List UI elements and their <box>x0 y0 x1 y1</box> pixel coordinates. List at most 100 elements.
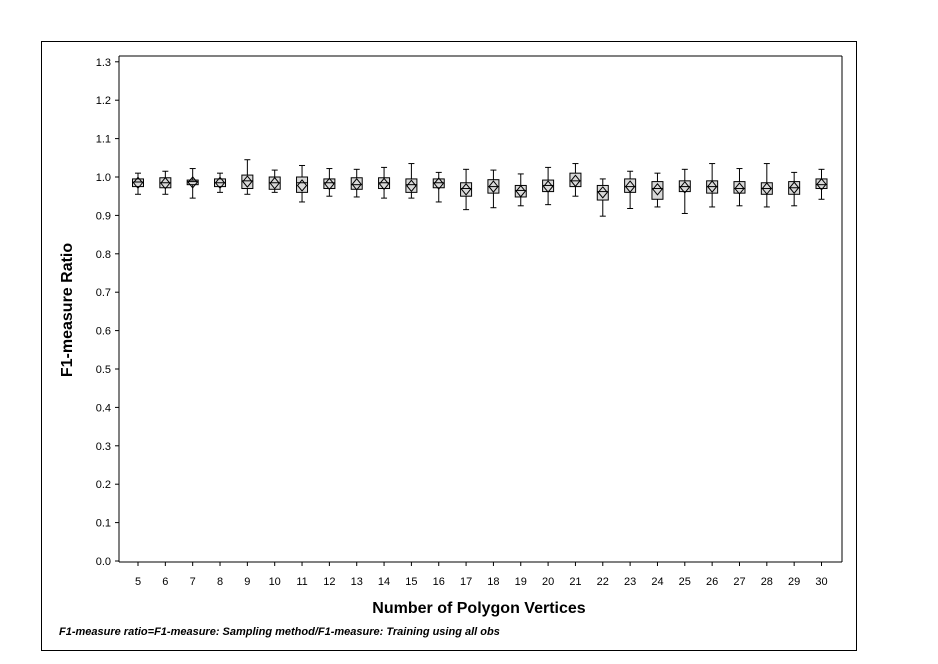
x-tick-label: 25 <box>679 576 691 588</box>
mean-diamond <box>324 177 335 191</box>
y-tick-label: 0.2 <box>96 479 111 491</box>
box-16 <box>432 171 445 203</box>
iqr-box <box>132 178 144 188</box>
mean-diamond <box>214 176 226 190</box>
mean-diamond <box>242 175 253 188</box>
x-tick-label: 21 <box>569 576 581 588</box>
y-tick-label: 0.3 <box>96 441 111 453</box>
y-axis-title: F1-measure Ratio <box>59 243 76 377</box>
y-tick-label: 1.0 <box>96 172 111 184</box>
iqr-box <box>405 178 418 193</box>
x-tick-label: 24 <box>651 576 663 588</box>
iqr-box <box>596 184 609 201</box>
box-26 <box>706 163 719 208</box>
x-tick-label: 10 <box>269 576 281 588</box>
x-tick-label: 15 <box>405 576 417 588</box>
x-axis-title: Number of Polygon Vertices <box>372 600 585 617</box>
box-24 <box>651 172 664 208</box>
x-tick-label: 19 <box>515 576 527 588</box>
y-tick-label: 0.7 <box>96 287 111 299</box>
mean-diamond <box>761 182 772 195</box>
y-ticks: 0.0 0.1 0.2 0.3 0.4 0.5 0.6 0.7 0.8 0.9 1.0 1.1 1.2 1… <box>96 57 119 568</box>
box-22 <box>596 178 609 217</box>
iqr-box <box>733 181 746 194</box>
mean-diamond <box>351 178 362 191</box>
y-tick-label: 0.0 <box>96 556 111 568</box>
x-tick-label: 14 <box>378 576 390 588</box>
x-tick-label: 7 <box>190 576 196 588</box>
iqr-box <box>186 179 199 186</box>
iqr-box <box>241 174 254 190</box>
box-15 <box>405 163 418 199</box>
box-29 <box>788 171 801 207</box>
box-11 <box>296 164 309 203</box>
box-5 <box>132 172 144 195</box>
box-9 <box>241 159 254 195</box>
box-13 <box>350 168 363 198</box>
boxes <box>132 159 828 217</box>
mean-diamond <box>597 186 608 199</box>
iqr-box <box>432 178 445 189</box>
y-tick-label: 0.9 <box>96 210 111 222</box>
y-tick-label: 1.1 <box>96 134 111 146</box>
x-tick-label: 28 <box>761 576 773 588</box>
x-tick-label: 8 <box>217 576 223 588</box>
x-tick-label: 18 <box>487 576 499 588</box>
mean-diamond <box>187 176 198 189</box>
mean-diamond <box>789 181 800 195</box>
mean-diamond <box>816 178 827 191</box>
y-tick-label: 0.6 <box>96 326 111 338</box>
x-tick-label: 20 <box>542 576 554 588</box>
box-23 <box>624 170 637 209</box>
mean-diamond <box>160 176 171 190</box>
x-tick-label: 5 <box>135 576 141 588</box>
box-12 <box>323 168 336 197</box>
x-tick-label: 23 <box>624 576 636 588</box>
x-tick-label: 13 <box>351 576 363 588</box>
box-20 <box>542 166 555 206</box>
iqr-box <box>514 184 527 198</box>
x-tick-label: 27 <box>733 576 745 588</box>
chart-frame <box>41 41 857 651</box>
box-18 <box>487 169 500 209</box>
box-17 <box>460 168 473 211</box>
mean-diamond <box>624 180 636 193</box>
x-tick-label: 26 <box>706 576 718 588</box>
x-tick-label: 30 <box>815 576 827 588</box>
mean-diamond <box>734 182 745 195</box>
x-tick-label: 29 <box>788 576 800 588</box>
box-8 <box>214 172 227 193</box>
mean-diamond <box>515 184 526 198</box>
iqr-box <box>460 182 473 197</box>
y-tick-label: 1.2 <box>96 95 111 107</box>
box-30 <box>815 168 828 200</box>
y-tick-label: 0.5 <box>96 364 111 376</box>
iqr-box <box>651 181 664 200</box>
box-19 <box>514 173 527 207</box>
box-10 <box>268 169 281 193</box>
x-tick-label: 17 <box>460 576 472 588</box>
mean-diamond <box>542 180 554 193</box>
mean-diamond <box>488 180 499 193</box>
box-14 <box>378 166 391 199</box>
x-ticks: 5 6 7 8 9 10 11 12 13 14 15 16 17 18 19 20 21 22 23 24 25 26 2… <box>135 562 828 588</box>
mean-diamond <box>460 182 472 196</box>
y-tick-label: 0.4 <box>96 402 111 414</box>
y-tick-label: 0.8 <box>96 249 111 261</box>
iqr-box <box>296 176 309 193</box>
box-25 <box>678 168 691 214</box>
mean-diamond <box>132 176 144 190</box>
box-7 <box>186 168 199 199</box>
box-28 <box>760 163 773 208</box>
x-tick-label: 9 <box>244 576 250 588</box>
mean-diamond <box>433 177 444 190</box>
mean-diamond <box>652 182 663 196</box>
y-tick-label: 0.1 <box>96 518 111 530</box>
x-tick-label: 12 <box>323 576 335 588</box>
y-tick-label: 1.3 <box>96 57 111 69</box>
mean-diamond <box>679 181 690 194</box>
mean-diamond <box>296 179 308 192</box>
mean-diamond <box>706 180 718 193</box>
box-6 <box>159 170 172 195</box>
